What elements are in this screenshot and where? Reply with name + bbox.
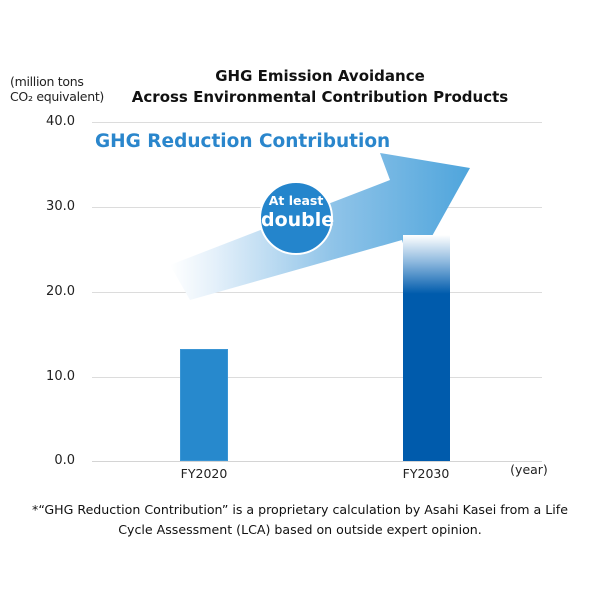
chart-title-line-1: GHG Emission Avoidance: [215, 67, 425, 85]
footnote-line-1: *“GHG Reduction Contribution” is a propr…: [32, 502, 568, 517]
gridline-10: [92, 377, 542, 378]
y-tick-0: 0.0: [54, 453, 75, 468]
chart-title: GHG Emission Avoidance Across Environmen…: [110, 66, 530, 108]
y-tick-20: 20.0: [46, 284, 75, 299]
footnote: *“GHG Reduction Contribution” is a propr…: [20, 500, 580, 540]
badge-line-2: double: [261, 209, 335, 231]
x-axis-unit: (year): [510, 462, 548, 477]
chart-title-line-2: Across Environmental Contribution Produc…: [131, 88, 509, 106]
x-tick-fy2020: FY2020: [180, 466, 228, 481]
gridline-40: [92, 122, 542, 123]
y-tick-30: 30.0: [46, 199, 75, 214]
x-tick-fy2030: FY2030: [402, 466, 450, 481]
y-tick-40: 40.0: [46, 114, 75, 129]
arrow-label: GHG Reduction Contribution: [95, 131, 391, 152]
bar-fy2020: [180, 349, 228, 461]
bar-fy2030: [403, 235, 450, 461]
gridline-0: [92, 461, 542, 462]
unit-line-1: (million tons: [10, 74, 84, 89]
badge-line-1: At least: [268, 193, 324, 208]
footnote-line-2: Cycle Assessment (LCA) based on outside …: [118, 522, 482, 537]
at-least-double-badge: At least double: [259, 181, 335, 255]
y-axis-unit-label: (million tons CO₂ equivalent): [10, 74, 104, 104]
gridline-20: [92, 292, 542, 293]
y-tick-10: 10.0: [46, 369, 75, 384]
unit-line-2: CO₂ equivalent): [10, 89, 104, 104]
